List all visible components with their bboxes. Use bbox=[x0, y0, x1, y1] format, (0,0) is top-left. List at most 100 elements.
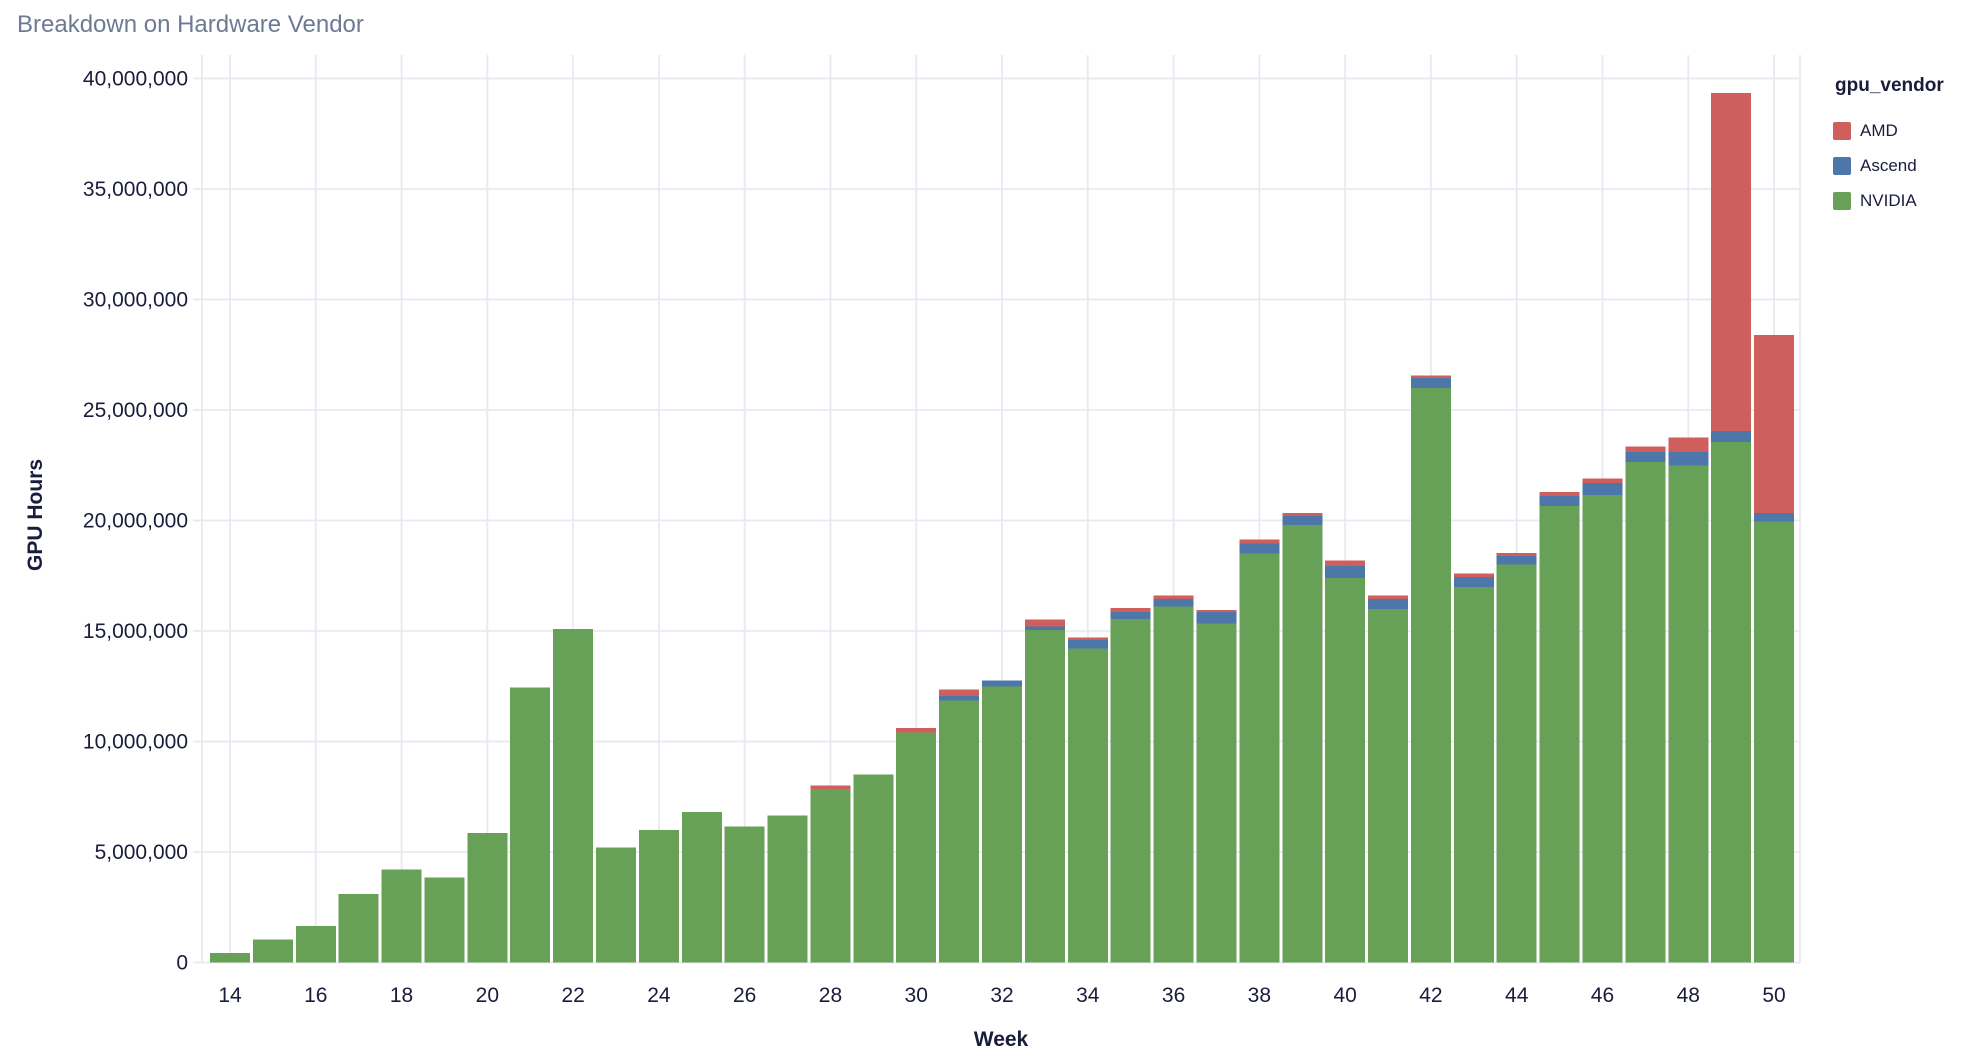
bar-week-44-NVIDIA[interactable] bbox=[1496, 564, 1537, 963]
bar-week-33-AMD[interactable] bbox=[1024, 619, 1065, 627]
bar-week-35-AMD[interactable] bbox=[1110, 607, 1151, 613]
bar-week-50-NVIDIA[interactable] bbox=[1754, 521, 1795, 963]
bar-week-29-NVIDIA[interactable] bbox=[853, 774, 894, 963]
bar-week-21-NVIDIA[interactable] bbox=[510, 687, 551, 963]
bar-week-31-NVIDIA[interactable] bbox=[939, 700, 980, 963]
legend-item-AMD[interactable]: AMD bbox=[1833, 121, 1973, 140]
bar-week-48-AMD[interactable] bbox=[1668, 437, 1709, 452]
x-tick-label-42: 42 bbox=[1419, 984, 1442, 1007]
bar-week-33-Ascend[interactable] bbox=[1024, 626, 1065, 630]
bar-week-30-AMD[interactable] bbox=[896, 728, 937, 733]
bar-week-38-NVIDIA[interactable] bbox=[1239, 553, 1280, 963]
bar-week-39-NVIDIA[interactable] bbox=[1282, 524, 1323, 963]
bar-week-20-NVIDIA[interactable] bbox=[467, 833, 508, 963]
bar-week-38-Ascend[interactable] bbox=[1239, 543, 1280, 554]
x-tick-label-22: 22 bbox=[561, 984, 584, 1007]
bar-week-49-NVIDIA[interactable] bbox=[1711, 442, 1752, 963]
bar-week-43-Ascend[interactable] bbox=[1453, 576, 1494, 587]
bar-week-32-NVIDIA[interactable] bbox=[982, 686, 1023, 963]
bar-week-33-NVIDIA[interactable] bbox=[1024, 629, 1065, 963]
x-tick-label-50: 50 bbox=[1762, 984, 1785, 1007]
bar-week-34-Ascend[interactable] bbox=[1067, 639, 1108, 649]
bar-week-19-NVIDIA[interactable] bbox=[424, 877, 465, 963]
bar-week-39-Ascend[interactable] bbox=[1282, 516, 1323, 525]
x-tick-label-34: 34 bbox=[1076, 984, 1100, 1007]
bar-week-28-NVIDIA[interactable] bbox=[810, 789, 851, 963]
bar-week-49-AMD[interactable] bbox=[1711, 92, 1752, 431]
bar-week-26-NVIDIA[interactable] bbox=[724, 826, 765, 963]
legend-item-NVIDIA[interactable]: NVIDIA bbox=[1833, 191, 1973, 210]
legend-swatch-Ascend bbox=[1833, 157, 1851, 175]
bar-week-41-AMD[interactable] bbox=[1368, 595, 1409, 599]
bar-week-45-AMD[interactable] bbox=[1539, 491, 1580, 497]
bar-week-31-Ascend[interactable] bbox=[939, 696, 980, 701]
y-tick-label-0: 0 bbox=[176, 952, 188, 975]
bar-week-46-Ascend[interactable] bbox=[1582, 482, 1623, 496]
bar-week-41-NVIDIA[interactable] bbox=[1368, 608, 1409, 963]
x-tick-label-40: 40 bbox=[1333, 984, 1356, 1007]
bar-week-47-Ascend[interactable] bbox=[1625, 451, 1666, 462]
bar-week-35-Ascend[interactable] bbox=[1110, 612, 1151, 619]
bar-week-36-AMD[interactable] bbox=[1153, 595, 1194, 599]
bar-week-27-NVIDIA[interactable] bbox=[767, 815, 808, 963]
bar-week-44-Ascend[interactable] bbox=[1496, 555, 1537, 565]
legend-label-AMD: AMD bbox=[1860, 121, 1898, 140]
y-tick-label-25000000: 25,000,000 bbox=[83, 399, 188, 422]
bar-week-42-Ascend[interactable] bbox=[1410, 377, 1451, 388]
bar-week-49-Ascend[interactable] bbox=[1711, 430, 1752, 443]
bar-week-32-Ascend[interactable] bbox=[982, 680, 1023, 687]
bar-week-30-NVIDIA[interactable] bbox=[896, 732, 937, 963]
bar-week-41-Ascend[interactable] bbox=[1368, 598, 1409, 609]
x-tick-label-24: 24 bbox=[647, 984, 671, 1007]
bar-week-24-NVIDIA[interactable] bbox=[638, 829, 679, 963]
legend-label-NVIDIA: NVIDIA bbox=[1860, 191, 1917, 210]
bar-week-36-NVIDIA[interactable] bbox=[1153, 606, 1194, 963]
bar-week-31-AMD[interactable] bbox=[939, 689, 980, 697]
x-axis-title: Week bbox=[973, 1028, 1029, 1051]
x-tick-label-36: 36 bbox=[1162, 984, 1185, 1007]
legend-items: AMD Ascend NVIDIA bbox=[1833, 121, 1973, 210]
bar-week-34-NVIDIA[interactable] bbox=[1067, 648, 1108, 963]
bar-week-37-NVIDIA[interactable] bbox=[1196, 623, 1237, 963]
bar-week-43-NVIDIA[interactable] bbox=[1453, 586, 1494, 963]
bar-week-36-Ascend[interactable] bbox=[1153, 598, 1194, 607]
bar-week-43-AMD[interactable] bbox=[1453, 573, 1494, 577]
bar-week-44-AMD[interactable] bbox=[1496, 553, 1537, 556]
bar-week-25-NVIDIA[interactable] bbox=[681, 812, 722, 963]
bar-week-46-AMD[interactable] bbox=[1582, 478, 1623, 483]
bar-week-37-Ascend[interactable] bbox=[1196, 612, 1237, 624]
bar-week-38-AMD[interactable] bbox=[1239, 539, 1280, 544]
bar-week-35-NVIDIA[interactable] bbox=[1110, 618, 1151, 963]
bar-week-42-NVIDIA[interactable] bbox=[1410, 387, 1451, 963]
bar-week-15-NVIDIA[interactable] bbox=[252, 939, 293, 963]
bar-week-16-NVIDIA[interactable] bbox=[295, 926, 336, 963]
bar-week-40-Ascend[interactable] bbox=[1325, 565, 1366, 578]
bar-week-39-AMD[interactable] bbox=[1282, 512, 1323, 517]
x-tick-label-20: 20 bbox=[476, 984, 499, 1007]
bar-week-23-NVIDIA[interactable] bbox=[596, 847, 637, 963]
bar-week-17-NVIDIA[interactable] bbox=[338, 893, 379, 963]
bar-week-46-NVIDIA[interactable] bbox=[1582, 495, 1623, 963]
bar-week-48-NVIDIA[interactable] bbox=[1668, 465, 1709, 963]
bar-week-50-Ascend[interactable] bbox=[1754, 512, 1795, 522]
y-axis-title: GPU Hours bbox=[24, 458, 47, 572]
legend-item-Ascend[interactable]: Ascend bbox=[1833, 156, 1973, 175]
bar-week-47-NVIDIA[interactable] bbox=[1625, 461, 1666, 963]
bar-week-40-NVIDIA[interactable] bbox=[1325, 577, 1366, 963]
bar-week-48-Ascend[interactable] bbox=[1668, 451, 1709, 466]
bar-week-22-NVIDIA[interactable] bbox=[553, 628, 594, 963]
bar-week-28-AMD[interactable] bbox=[810, 785, 851, 790]
x-tick-label-18: 18 bbox=[390, 984, 413, 1007]
bar-week-14-NVIDIA[interactable] bbox=[210, 953, 250, 963]
bar-week-47-AMD[interactable] bbox=[1625, 446, 1666, 452]
bar-week-18-NVIDIA[interactable] bbox=[381, 869, 422, 963]
bar-week-45-Ascend[interactable] bbox=[1539, 496, 1580, 507]
bar-week-42-AMD[interactable] bbox=[1410, 375, 1451, 378]
bar-week-34-AMD[interactable] bbox=[1067, 637, 1108, 640]
bar-week-37-AMD[interactable] bbox=[1196, 610, 1237, 613]
bar-week-40-AMD[interactable] bbox=[1325, 560, 1366, 566]
bar-week-45-NVIDIA[interactable] bbox=[1539, 506, 1580, 963]
bar-week-50-AMD[interactable] bbox=[1754, 334, 1795, 513]
